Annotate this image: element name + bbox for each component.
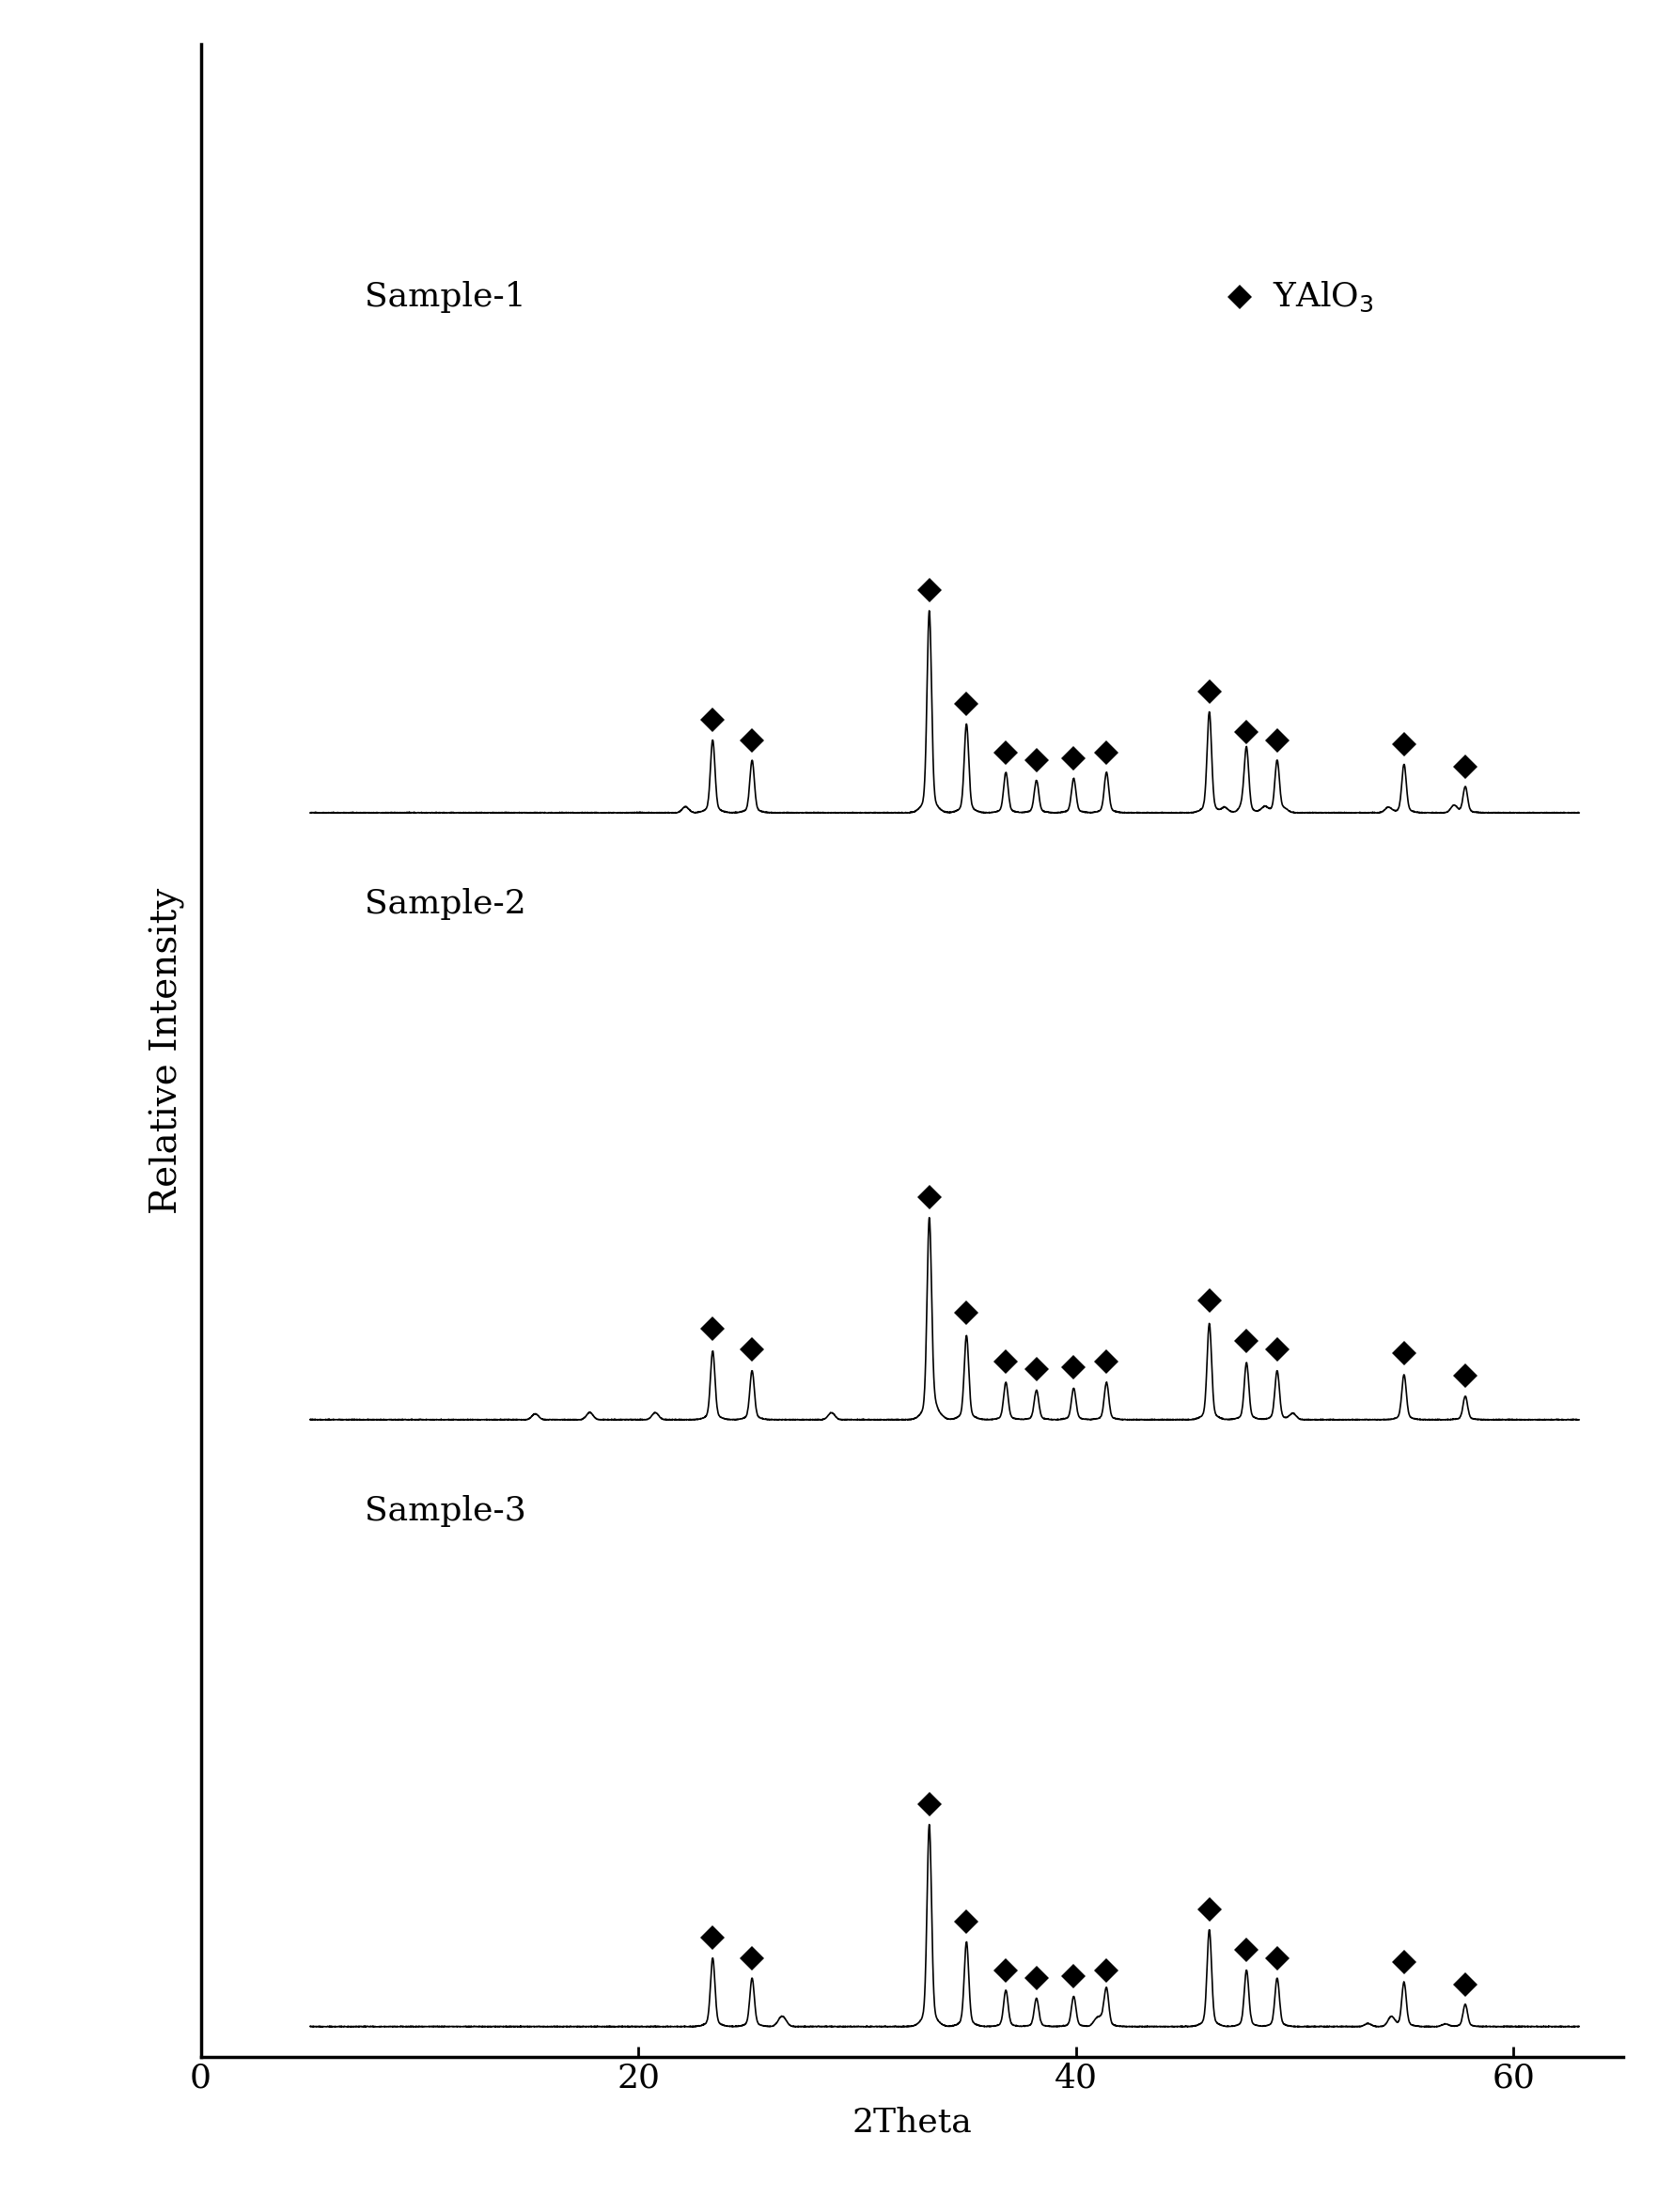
Y-axis label: Relative Intensity: Relative Intensity (149, 887, 186, 1214)
Text: Sample-1: Sample-1 (365, 281, 527, 314)
Text: YAlO$_3$: YAlO$_3$ (1273, 281, 1374, 314)
X-axis label: 2Theta: 2Theta (852, 2106, 972, 2139)
Text: Sample-2: Sample-2 (365, 887, 527, 920)
Text: Sample-3: Sample-3 (365, 1495, 527, 1526)
